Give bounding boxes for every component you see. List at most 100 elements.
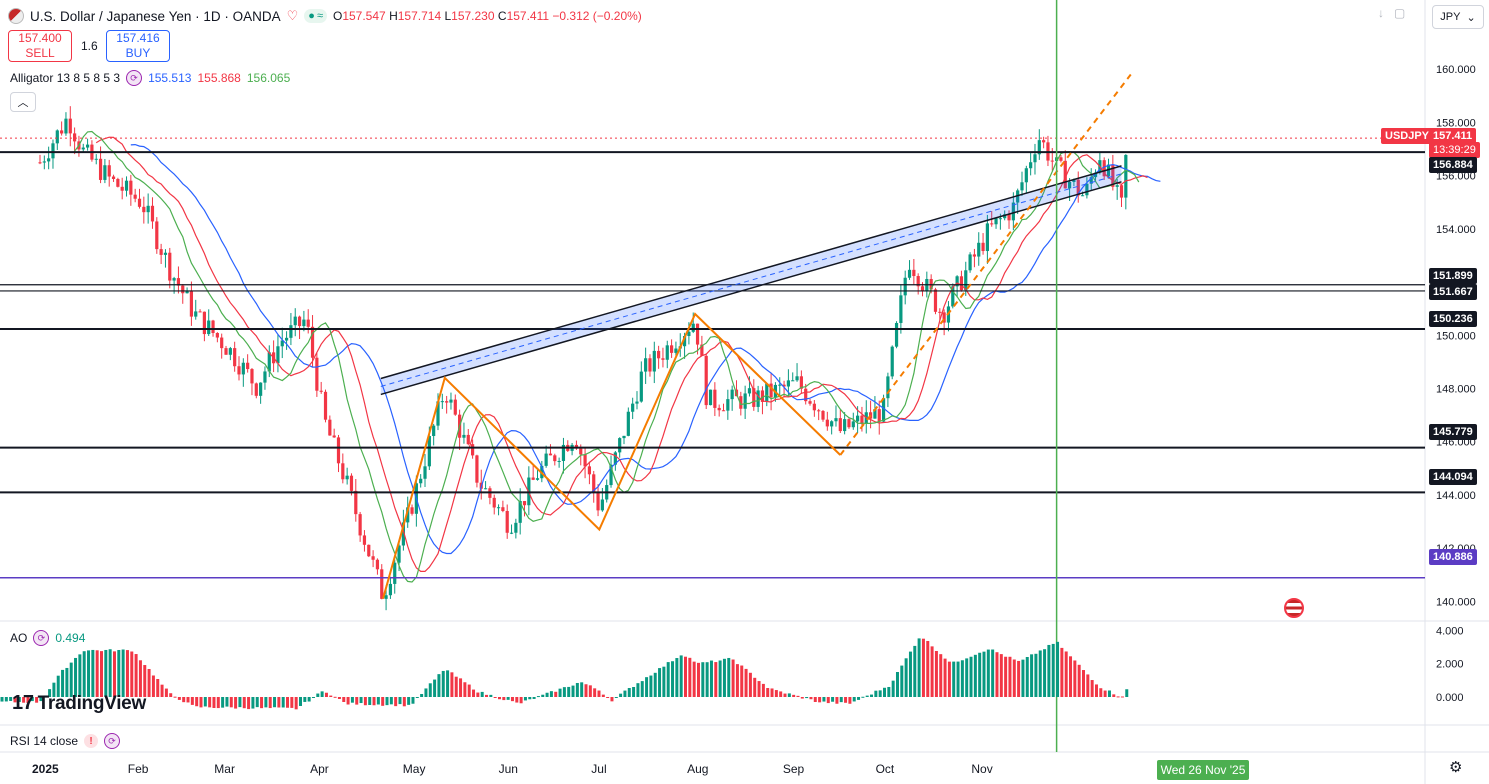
candle-body bbox=[263, 371, 267, 383]
zigzag-pattern-line bbox=[382, 312, 841, 599]
gear-icon[interactable]: ⚙ bbox=[1449, 759, 1463, 776]
spread-value: 1.6 bbox=[81, 39, 98, 53]
candle-body bbox=[159, 249, 163, 255]
sell-button[interactable]: 157.400 SELL bbox=[8, 30, 72, 62]
candle-body bbox=[873, 409, 877, 419]
candle-body bbox=[68, 118, 72, 134]
ao-bar bbox=[761, 683, 765, 697]
ao-bar bbox=[554, 691, 558, 697]
ao-bar bbox=[900, 665, 904, 697]
ao-bar bbox=[424, 688, 428, 697]
candle-body bbox=[73, 133, 77, 142]
ao-bar bbox=[917, 638, 921, 697]
candle-body bbox=[55, 130, 59, 144]
ao-bar bbox=[13, 697, 17, 703]
ao-bar bbox=[1043, 649, 1047, 697]
ao-bar bbox=[926, 640, 930, 697]
candle-body bbox=[682, 335, 687, 347]
candle-body bbox=[708, 389, 713, 406]
ao-bar bbox=[329, 695, 333, 697]
ao-bar bbox=[182, 697, 186, 703]
ao-bar bbox=[757, 681, 761, 697]
currency-select[interactable]: JPY ⌄ bbox=[1432, 5, 1484, 29]
ao-bar bbox=[679, 655, 683, 697]
level-badge-144094: 144.094 bbox=[1429, 469, 1477, 485]
rsi-legend[interactable]: RSI 14 close ! ⟳ bbox=[10, 733, 121, 749]
ao-bar bbox=[151, 675, 155, 697]
candle-body bbox=[700, 344, 704, 356]
ao-bar bbox=[1021, 659, 1025, 697]
ao-bar bbox=[523, 697, 527, 701]
refresh-icon[interactable]: ⟳ bbox=[126, 70, 143, 86]
candle-body bbox=[293, 316, 297, 326]
candle-body bbox=[142, 206, 146, 213]
ao-bar bbox=[658, 668, 662, 697]
candle-body bbox=[133, 194, 137, 199]
buy-price: 157.416 bbox=[116, 31, 160, 45]
ao-bar bbox=[143, 665, 147, 697]
candle-body bbox=[362, 535, 367, 545]
warning-icon[interactable]: ! bbox=[84, 734, 99, 748]
ao-bar bbox=[134, 654, 138, 697]
ao-bar bbox=[39, 697, 43, 702]
channel-lower-line bbox=[380, 181, 1122, 396]
ao-tick-label: 0.000 bbox=[1436, 692, 1464, 704]
candle-body bbox=[652, 350, 656, 372]
refresh-icon[interactable]: ⟳ bbox=[33, 630, 50, 646]
buy-button[interactable]: 157.416 BUY bbox=[106, 30, 170, 62]
alligator-jaw-value: 155.513 bbox=[148, 71, 192, 85]
collapse-legend-button[interactable]: ︿ bbox=[10, 92, 36, 112]
ao-bar bbox=[117, 650, 121, 697]
ao-bar bbox=[701, 662, 705, 697]
ao-bar bbox=[138, 660, 142, 697]
candle-body bbox=[1016, 190, 1020, 203]
ao-legend[interactable]: AO ⟳ 0.494 bbox=[10, 630, 85, 646]
alligator-legend[interactable]: Alligator 13 8 5 8 5 3 ⟳ 155.513 155.868… bbox=[10, 70, 290, 86]
candle-body bbox=[440, 401, 444, 403]
ao-bar bbox=[666, 662, 670, 697]
ao-bar bbox=[986, 649, 990, 697]
candle-body bbox=[726, 399, 730, 411]
ao-bar bbox=[982, 651, 986, 697]
ao-bar bbox=[229, 697, 233, 708]
ao-bar bbox=[394, 697, 398, 707]
ao-bar bbox=[1030, 654, 1034, 697]
candle-body bbox=[445, 401, 449, 403]
market-status-pill[interactable]: ● ≈ bbox=[304, 9, 327, 23]
ao-bar bbox=[956, 661, 960, 697]
ao-bar bbox=[298, 697, 302, 706]
ao-bar bbox=[286, 697, 290, 708]
ao-bar bbox=[238, 697, 242, 708]
ao-bar bbox=[779, 691, 783, 697]
open-value: 157.547 bbox=[342, 9, 386, 23]
candle-body bbox=[423, 466, 427, 479]
maximize-icon[interactable]: ▢ bbox=[1394, 6, 1406, 20]
ohlc-readout: O157.547 H157.714 L157.230 C157.411 −0.3… bbox=[333, 9, 642, 23]
ao-bar bbox=[385, 697, 389, 706]
low-value: 157.230 bbox=[451, 9, 495, 23]
heart-icon[interactable]: ♡ bbox=[286, 8, 299, 23]
candle-body bbox=[1007, 214, 1011, 221]
symbol-title[interactable]: U.S. Dollar / Japanese Yen · 1D · OANDA bbox=[30, 8, 281, 24]
candle-body bbox=[94, 158, 98, 160]
candle-body bbox=[64, 118, 68, 134]
candle-body bbox=[85, 144, 90, 148]
candle-body bbox=[237, 366, 241, 375]
ao-bar bbox=[17, 697, 21, 702]
candle-body bbox=[812, 403, 816, 411]
tradingview-mark-icon: 17 bbox=[12, 692, 34, 714]
candle-body bbox=[1089, 177, 1093, 184]
candle-body bbox=[561, 444, 566, 461]
tradingview-logo[interactable]: 17 TradingView bbox=[12, 692, 146, 715]
ao-bar bbox=[242, 697, 246, 709]
us-event-flag-icon[interactable] bbox=[1284, 598, 1304, 618]
ao-bar bbox=[195, 697, 199, 707]
candle-body bbox=[631, 403, 635, 412]
ao-bar bbox=[476, 692, 480, 697]
arrow-down-icon[interactable]: ↓ bbox=[1378, 6, 1384, 20]
refresh-icon[interactable]: ⟳ bbox=[104, 733, 121, 749]
candle-body bbox=[215, 333, 219, 338]
candle-body bbox=[280, 340, 284, 347]
candle-body bbox=[492, 497, 496, 508]
